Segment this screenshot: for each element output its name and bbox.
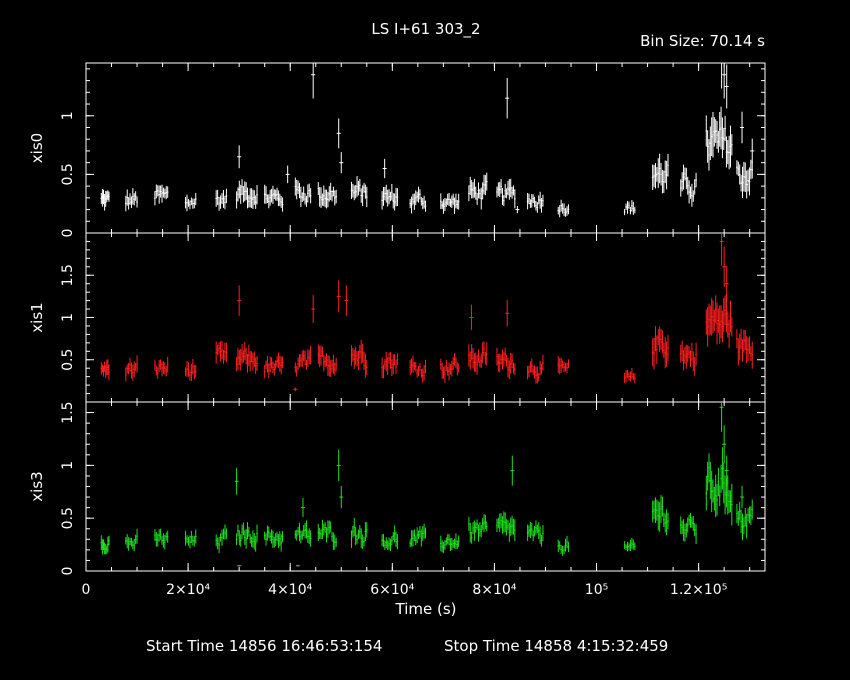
- data-segment: [651, 153, 669, 194]
- data-segment: [100, 359, 110, 381]
- data-segment: [100, 188, 110, 211]
- data-segment: [705, 106, 733, 171]
- data-segment: [294, 177, 312, 207]
- data-segment: [317, 519, 337, 551]
- data-segment: [263, 184, 284, 212]
- y-tick-label: 1: [60, 461, 76, 470]
- data-segment: [350, 339, 368, 378]
- data-segment: [184, 192, 197, 212]
- data-segment: [154, 184, 169, 206]
- data-segment: [468, 172, 488, 210]
- start-time-label: Start Time 14856 16:46:53:154: [146, 637, 382, 655]
- y-tick-label: 0: [60, 229, 76, 238]
- data-segment: [294, 345, 312, 377]
- x-tick-label: 8×10⁴: [472, 582, 516, 598]
- data-segment: [440, 192, 460, 214]
- data-segment: [184, 358, 197, 382]
- data-segment: [623, 200, 636, 216]
- data-segment: [125, 188, 138, 212]
- data-segment: [526, 520, 544, 547]
- panel-xis3: 0 0.5 1 1.5 xis3: [28, 401, 766, 576]
- data-segment: [557, 356, 570, 375]
- y-axis-label: xis1: [28, 302, 46, 332]
- y-tick-label: 1: [60, 313, 76, 322]
- data-segment: [679, 164, 697, 207]
- x-tick-label: 6×10⁴: [370, 582, 414, 598]
- data-segment: [100, 535, 110, 555]
- data-segment: [381, 351, 399, 379]
- data-segment: [409, 523, 427, 548]
- data-segment: [125, 355, 138, 382]
- data-segment: [215, 188, 228, 211]
- data-segment: [317, 182, 337, 209]
- data-segment: [263, 352, 284, 379]
- data-segment: [381, 525, 399, 551]
- data-segment: [679, 513, 697, 544]
- data-segment: [623, 537, 636, 552]
- data-segment: [736, 328, 754, 369]
- data-segment: [215, 524, 228, 554]
- y-tick-label: 1.5: [60, 401, 76, 423]
- x-tick-label: 2×10⁴: [166, 582, 210, 598]
- data-segment: [705, 294, 733, 349]
- y-axis-label: xis0: [28, 133, 46, 163]
- data-segment: [294, 520, 312, 547]
- x-tick-label: 10⁵: [585, 582, 608, 598]
- x-tick-label: 0: [82, 582, 91, 598]
- panel-xis0: 0 0.5 1 xis0: [28, 62, 766, 238]
- data-segment: [350, 176, 368, 208]
- data-segment: [409, 355, 427, 383]
- data-segment: [409, 186, 427, 214]
- data-segment: [468, 514, 488, 544]
- data-segment: [235, 522, 258, 552]
- data-segment: [623, 367, 636, 384]
- x-tick-label: 1.2×10⁵: [670, 582, 727, 598]
- x-axis-label: Time (s): [395, 600, 457, 618]
- data-segment: [468, 341, 488, 375]
- data-segment: [381, 183, 399, 211]
- data-segment: [154, 356, 169, 379]
- data-segment: [263, 525, 284, 552]
- y-tick-label: 1.5: [60, 264, 76, 286]
- data-segment: [557, 199, 570, 218]
- x-axis-ticks: 0 2×10⁴ 4×10⁴ 6×10⁴ 8×10⁴ 10⁵ 1.2×10⁵: [82, 582, 728, 598]
- data-segment: [705, 447, 733, 526]
- data-segment: [350, 518, 368, 550]
- data-segment: [154, 528, 169, 550]
- data-segment: [496, 347, 516, 380]
- data-segment: [526, 191, 544, 213]
- data-segment: [235, 341, 258, 374]
- data-segment: [679, 340, 697, 376]
- y-axis-label: xis3: [28, 471, 46, 501]
- data-segment: [557, 535, 570, 556]
- data-segment: [651, 494, 669, 536]
- data-segment: [235, 179, 258, 209]
- data-segment: [317, 344, 337, 378]
- stop-time-label: Stop Time 14858 4:15:32:459: [444, 637, 668, 655]
- data-segment: [125, 528, 138, 552]
- data-segment: [526, 354, 544, 384]
- y-tick-label: 0.5: [60, 507, 76, 529]
- data-segment: [496, 178, 516, 209]
- y-tick-label: 0: [60, 567, 76, 576]
- data-segment: [736, 499, 754, 541]
- panels-group: 0 0.5 1 xis0 0.5 1 1.5 xis1 0 0.5 1 1.5 xis3: [28, 62, 766, 576]
- data-segment: [651, 326, 669, 370]
- y-tick-label: 1: [60, 111, 76, 120]
- y-tick-label: 0.5: [60, 163, 76, 185]
- bin-size-label: Bin Size: 70.14 s: [640, 32, 765, 50]
- data-segment: [736, 159, 754, 199]
- data-segment: [496, 511, 516, 542]
- chart-title: LS I+61 303_2: [371, 20, 480, 39]
- data-segment: [440, 352, 460, 383]
- data-segment: [215, 340, 228, 364]
- x-tick-label: 4×10⁴: [268, 582, 312, 598]
- data-segment: [440, 533, 460, 553]
- data-segment: [184, 529, 197, 549]
- y-tick-label: 0.5: [60, 349, 76, 371]
